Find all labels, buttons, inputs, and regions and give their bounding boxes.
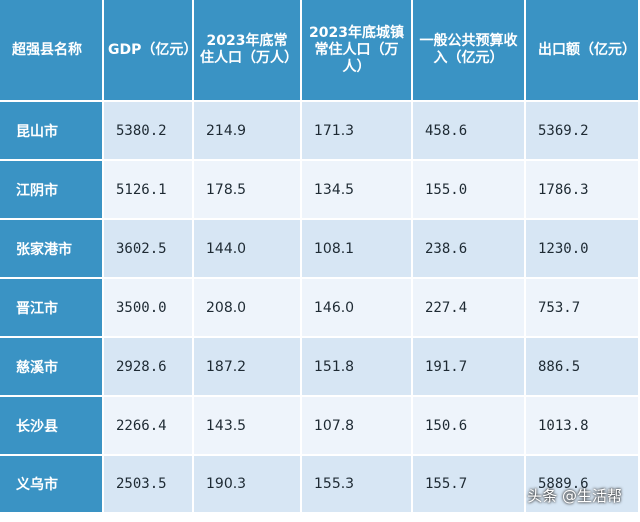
header-row: 超强县名称 GDP（亿元） 2023年底常住人口（万人） 2023年底城镇常住人…: [0, 0, 640, 102]
gdp-cell: 3602.5: [104, 220, 194, 279]
gdp-cell: 5126.1: [104, 161, 194, 220]
county-name-cell: 义乌市: [0, 456, 104, 514]
export-cell: 1786.3: [526, 161, 640, 220]
watermark: 头条 @生活帮: [527, 487, 622, 505]
revenue-cell: 155.7: [413, 456, 526, 514]
urban-population-cell: 146.0: [302, 279, 413, 338]
urban-population-cell: 171.3: [302, 102, 413, 161]
population-cell: 143.5: [194, 397, 302, 456]
population-cell: 187.2: [194, 338, 302, 397]
population-cell: 190.3: [194, 456, 302, 514]
table-row: 江阴市 5126.1 178.5 134.5 155.0 1786.3: [0, 161, 640, 220]
table-row: 长沙县 2266.4 143.5 107.8 150.6 1013.8: [0, 397, 640, 456]
export-cell: 1013.8: [526, 397, 640, 456]
header-budget-revenue: 一般公共预算收入（亿元）: [413, 0, 526, 102]
revenue-cell: 155.0: [413, 161, 526, 220]
county-name-cell: 慈溪市: [0, 338, 104, 397]
county-name-cell: 江阴市: [0, 161, 104, 220]
county-name-cell: 长沙县: [0, 397, 104, 456]
urban-population-cell: 134.5: [302, 161, 413, 220]
revenue-cell: 150.6: [413, 397, 526, 456]
header-urban-population: 2023年底城镇常住人口（万人）: [302, 0, 413, 102]
table-row: 张家港市 3602.5 144.0 108.1 238.6 1230.0: [0, 220, 640, 279]
gdp-cell: 3500.0: [104, 279, 194, 338]
revenue-cell: 458.6: [413, 102, 526, 161]
population-cell: 144.0: [194, 220, 302, 279]
header-gdp: GDP（亿元）: [104, 0, 197, 102]
county-name-cell: 张家港市: [0, 220, 104, 279]
header-export: 出口额（亿元）: [526, 0, 640, 102]
revenue-cell: 238.6: [413, 220, 526, 279]
urban-population-cell: 155.3: [302, 456, 413, 514]
gdp-cell: 2266.4: [104, 397, 194, 456]
header-resident-population: 2023年底常住人口（万人）: [194, 0, 302, 102]
population-cell: 178.5: [194, 161, 302, 220]
gdp-cell: 2928.6: [104, 338, 194, 397]
urban-population-cell: 151.8: [302, 338, 413, 397]
header-county-name: 超强县名称: [0, 0, 104, 102]
table-row: 义乌市 2503.5 190.3 155.3 155.7 5889.6: [0, 456, 640, 514]
export-cell: 886.5: [526, 338, 640, 397]
urban-population-cell: 108.1: [302, 220, 413, 279]
gdp-cell: 2503.5: [104, 456, 194, 514]
export-cell: 1230.0: [526, 220, 640, 279]
export-cell: 5889.6: [526, 456, 640, 514]
population-cell: 208.0: [194, 279, 302, 338]
urban-population-cell: 107.8: [302, 397, 413, 456]
county-name-cell: 晋江市: [0, 279, 104, 338]
revenue-cell: 191.7: [413, 338, 526, 397]
table-body: 昆山市 5380.2 214.9 171.3 458.6 5369.2 江阴市 5126.1 1…: [0, 102, 640, 514]
county-name-cell: 昆山市: [0, 102, 104, 161]
export-cell: 753.7: [526, 279, 640, 338]
gdp-cell: 5380.2: [104, 102, 194, 161]
table-row: 慈溪市 2928.6 187.2 151.8 191.7 886.5: [0, 338, 640, 397]
population-cell: 214.9: [194, 102, 302, 161]
export-cell: 5369.2: [526, 102, 640, 161]
revenue-cell: 227.4: [413, 279, 526, 338]
table-row: 昆山市 5380.2 214.9 171.3 458.6 5369.2: [0, 102, 640, 161]
table-row: 晋江市 3500.0 208.0 146.0 227.4 753.7: [0, 279, 640, 338]
